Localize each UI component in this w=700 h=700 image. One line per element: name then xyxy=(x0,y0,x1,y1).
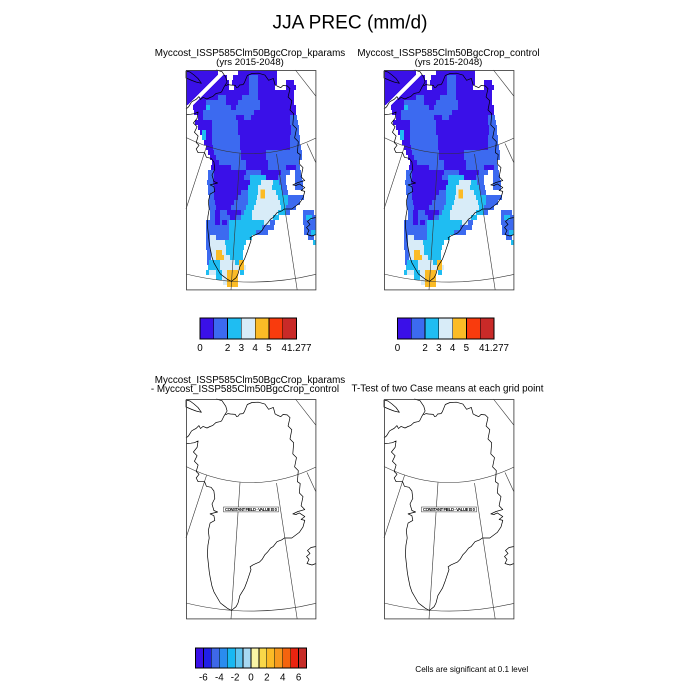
svg-text:3: 3 xyxy=(436,343,442,354)
svg-text:-4: -4 xyxy=(215,673,224,684)
svg-text:0: 0 xyxy=(395,343,401,354)
svg-text:2: 2 xyxy=(264,673,269,684)
svg-text:JJA PREC (mm/d): JJA PREC (mm/d) xyxy=(273,12,428,33)
svg-text:Cells are significant at 0.1 l: Cells are significant at 0.1 level xyxy=(415,665,528,674)
svg-text:4: 4 xyxy=(450,343,456,354)
svg-text:0: 0 xyxy=(248,673,254,684)
svg-text:2: 2 xyxy=(225,343,230,354)
svg-text:Myccost_ISSP585Clm50BgcCrop_kp: Myccost_ISSP585Clm50BgcCrop_kparams xyxy=(155,48,345,59)
svg-text:Myccost_ISSP585Clm50BgcCrop_kp: Myccost_ISSP585Clm50BgcCrop_kparams xyxy=(155,375,345,386)
svg-text:(yrs 2015-2048): (yrs 2015-2048) xyxy=(216,57,284,68)
svg-text:- Myccost_ISSP585Clm50BgcCrop_: - Myccost_ISSP585Clm50BgcCrop_control xyxy=(151,384,339,395)
svg-text:(yrs 2015-2048): (yrs 2015-2048) xyxy=(415,57,483,68)
svg-text:-2: -2 xyxy=(231,673,240,684)
svg-text:5: 5 xyxy=(266,343,272,354)
svg-text:T-Test of two Case means at ea: T-Test of two Case means at each grid po… xyxy=(351,383,543,394)
svg-text:41.277: 41.277 xyxy=(479,343,509,354)
svg-text:Myccost_ISSP585Clm50BgcCrop_co: Myccost_ISSP585Clm50BgcCrop_control xyxy=(357,48,539,59)
svg-text:6: 6 xyxy=(296,673,302,684)
svg-text:3: 3 xyxy=(239,343,245,354)
svg-text:41.277: 41.277 xyxy=(282,343,312,354)
svg-text:4: 4 xyxy=(280,673,286,684)
svg-text:-6: -6 xyxy=(199,673,208,684)
svg-text:4: 4 xyxy=(252,343,258,354)
svg-text:5: 5 xyxy=(464,343,470,354)
svg-text:2: 2 xyxy=(422,343,427,354)
svg-text:0: 0 xyxy=(197,343,203,354)
